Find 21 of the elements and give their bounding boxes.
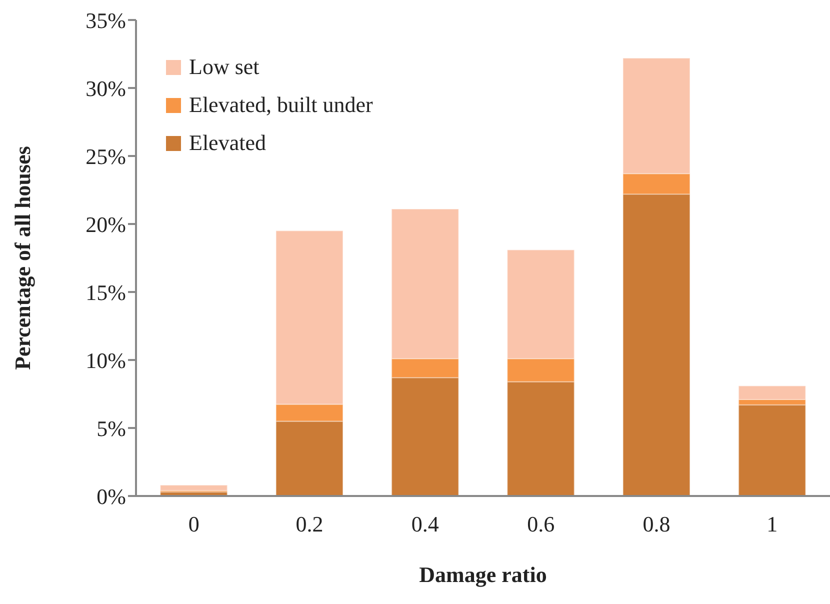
x-tick-label: 0.6 [527,512,555,537]
y-tick-label: 20% [86,212,126,237]
y-tick-label: 0% [96,484,126,509]
bar [738,404,806,496]
y-axis-title: Percentage of all houses [10,146,35,370]
x-tick-label: 0.2 [296,512,324,537]
legend-label: Elevated [189,130,266,156]
y-tick-label: 25% [86,144,126,169]
y-tick-label: 35% [86,8,126,33]
y-tick-label: 5% [96,416,126,441]
bar [160,484,228,492]
x-tick-label: 0.4 [411,512,439,537]
y-tick-label: 10% [86,348,126,373]
x-tick-label: 1 [766,512,778,537]
x-tick-label: 0 [188,512,200,537]
legend-label: Elevated, built under [189,92,373,118]
y-tick-label: 30% [86,76,126,101]
x-tick-label: 0.8 [642,512,670,537]
x-axis-title: Damage ratio [419,562,547,587]
y-tick-label: 15% [86,280,126,305]
legend-label: Low set [189,54,260,80]
